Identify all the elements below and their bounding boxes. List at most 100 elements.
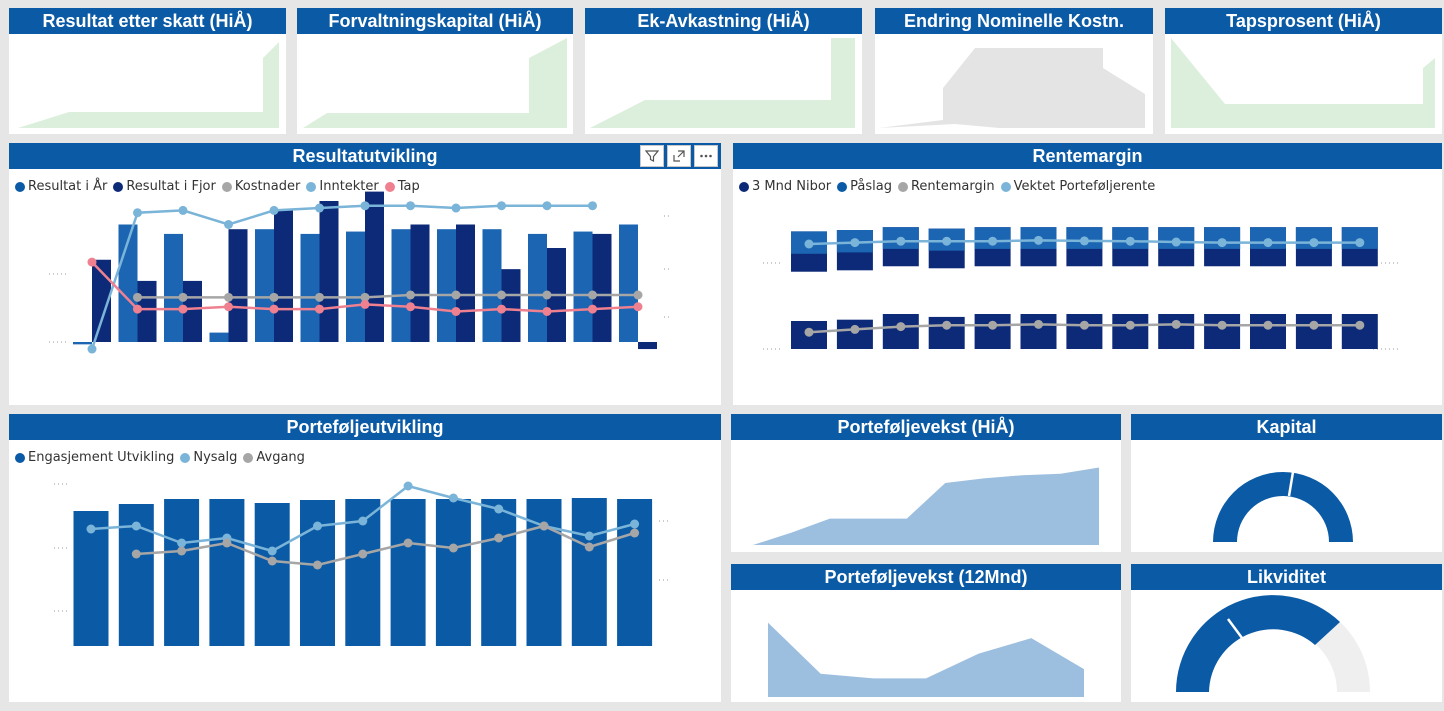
avgang-point: [494, 533, 504, 543]
kpi-card-resultat[interactable]: Resultat etter skatt (HiÅ): [9, 8, 286, 134]
bar-engasjement: [164, 499, 200, 646]
tap-point: [542, 306, 552, 316]
bar-gap: [1204, 266, 1241, 314]
legend-item[interactable]: Resultat i År: [15, 179, 107, 194]
likviditet-card[interactable]: Likviditet: [1131, 564, 1442, 702]
avgang-point: [448, 543, 458, 553]
legend-item[interactable]: Påslag: [837, 179, 892, 194]
rentemargin-point: [942, 320, 952, 330]
legend-item[interactable]: 3 Mnd Nibor: [739, 179, 831, 194]
bar-gap: [836, 270, 873, 320]
kpi-card-nominelle-kostn[interactable]: Endring Nominelle Kostn.: [875, 8, 1153, 134]
vektet-portefoljerente-point: [804, 239, 814, 249]
inntekter-point: [497, 201, 506, 211]
legend-item[interactable]: Kostnader: [221, 179, 300, 194]
nysalg-point: [358, 516, 368, 526]
kostnader-point: [133, 292, 142, 302]
avgang-point: [403, 538, 413, 548]
kapital-gauge: [1213, 471, 1353, 542]
portefoljevekst-hia-title: Porteføljevekst (HiÅ): [731, 414, 1121, 440]
rentemargin-point: [1355, 320, 1365, 330]
inntekter-point: [269, 205, 279, 215]
vektet-portefoljerente-point: [1171, 237, 1181, 247]
kpi-card-ek-avkastning[interactable]: Ek-Avkastning (HiÅ): [585, 8, 862, 134]
tap-point: [178, 304, 188, 314]
portefoljevekst-12mnd-title: Porteføljevekst (12Mnd): [731, 564, 1121, 590]
bar-resultat-i-fjor: [92, 259, 111, 342]
bar-resultat-i-ar: [619, 224, 638, 342]
inntekter-line: [90, 204, 593, 350]
resultatutvikling-chart: [49, 191, 671, 354]
nysalg-point: [131, 521, 141, 531]
legend-item[interactable]: Engasjement Utvikling: [15, 450, 174, 465]
avgang-point: [358, 549, 368, 559]
tap-point: [497, 304, 506, 314]
rentemargin-point: [850, 324, 860, 334]
bar-resultat-i-fjor: [410, 224, 430, 342]
bar-resultat-i-ar: [573, 231, 593, 342]
kpi-title: Resultat etter skatt (HiÅ): [9, 8, 286, 34]
focus-mode-icon[interactable]: [667, 145, 691, 167]
kapital-card[interactable]: Kapital: [1131, 414, 1442, 552]
bar-resultat-i-fjor: [228, 229, 248, 342]
vektet-portefoljerente-point: [1309, 238, 1319, 248]
legend-label: Engasjement Utvikling: [28, 450, 175, 465]
rentemargin-point: [804, 327, 814, 337]
nysalg-point: [403, 481, 413, 491]
vektet-portefoljerente-point: [896, 236, 906, 246]
rentemargin-card[interactable]: Rentemargin 3 Mnd Nibor Påslag Rentemargin…: [733, 143, 1442, 405]
tap-point: [588, 304, 597, 314]
inntekter-point: [87, 344, 97, 354]
kpi-card-forvaltning[interactable]: Forvaltningskapital (HiÅ): [297, 8, 573, 134]
inntekter-point: [542, 201, 552, 211]
legend-label: Inntekter: [319, 179, 379, 194]
bar-3mnd-nibor: [1066, 314, 1103, 349]
bar-engasjement: [209, 499, 245, 646]
rentemargin-point: [1125, 320, 1135, 330]
portefoljeutvikling-card[interactable]: Porteføljeutvikling Engasjement Utviklin…: [9, 414, 721, 702]
portefoljevekst-12mnd-chart: [768, 622, 1084, 697]
kpi-sparkline: [1171, 38, 1435, 128]
kpi-sparkline: [18, 42, 279, 128]
avgang-point: [177, 546, 187, 556]
bar-resultat-i-ar: [164, 233, 183, 342]
filter-icon[interactable]: [640, 145, 664, 167]
tap-point: [451, 306, 461, 316]
bar-resultat-i-ar: [346, 231, 365, 342]
bar-gap: [1341, 266, 1378, 314]
legend-item[interactable]: Avgang: [243, 450, 305, 465]
vektet-portefoljerente-point: [1217, 238, 1227, 248]
kostnader-point: [497, 290, 506, 300]
inntekter-point: [133, 208, 142, 218]
legend-item[interactable]: Tap: [384, 179, 420, 194]
legend-label: Resultat i År: [28, 179, 108, 194]
rentemargin-point: [1309, 320, 1319, 330]
avgang-point: [131, 549, 141, 559]
inntekter-point: [406, 201, 415, 211]
resultatutvikling-card[interactable]: Resultatutvikling Resultat i År Resultat …: [9, 143, 721, 405]
bar-3mnd-nibor: [1341, 314, 1378, 349]
bar-resultat-i-fjor: [365, 191, 384, 342]
gauge-arc: [1213, 472, 1353, 542]
legend-item[interactable]: Vektet Porteføljerente: [1000, 179, 1156, 194]
legend-label: Vektet Porteføljerente: [1013, 179, 1156, 194]
legend-marker: [113, 181, 124, 192]
legend-item[interactable]: Nysalg: [180, 450, 237, 465]
legend-item[interactable]: Rentemargin: [897, 179, 995, 194]
portefoljevekst-12mnd-card[interactable]: Porteføljevekst (12Mnd): [731, 564, 1121, 702]
legend-item[interactable]: Inntekter: [306, 179, 379, 194]
tap-point: [315, 304, 324, 314]
chart-legend: 3 Mnd Nibor Påslag Rentemargin Vektet Porte…: [739, 179, 1161, 194]
kostnader-point: [224, 292, 233, 302]
legend-label: Resultat i Fjor: [126, 179, 216, 194]
kpi-card-tapsprosent[interactable]: Tapsprosent (HiÅ): [1165, 8, 1442, 134]
avgang-point: [222, 538, 232, 548]
more-options-icon[interactable]: [694, 145, 718, 167]
legend-item[interactable]: Resultat i Fjor: [113, 179, 216, 194]
nysalg-point: [177, 538, 187, 548]
bar-resultat-i-ar: [391, 229, 411, 342]
portefoljevekst-hia-card[interactable]: Porteføljevekst (HiÅ): [731, 414, 1121, 552]
legend-label: Tap: [397, 179, 420, 194]
kostnader-point: [360, 292, 370, 302]
bar-3mnd-nibor: [1020, 314, 1057, 349]
